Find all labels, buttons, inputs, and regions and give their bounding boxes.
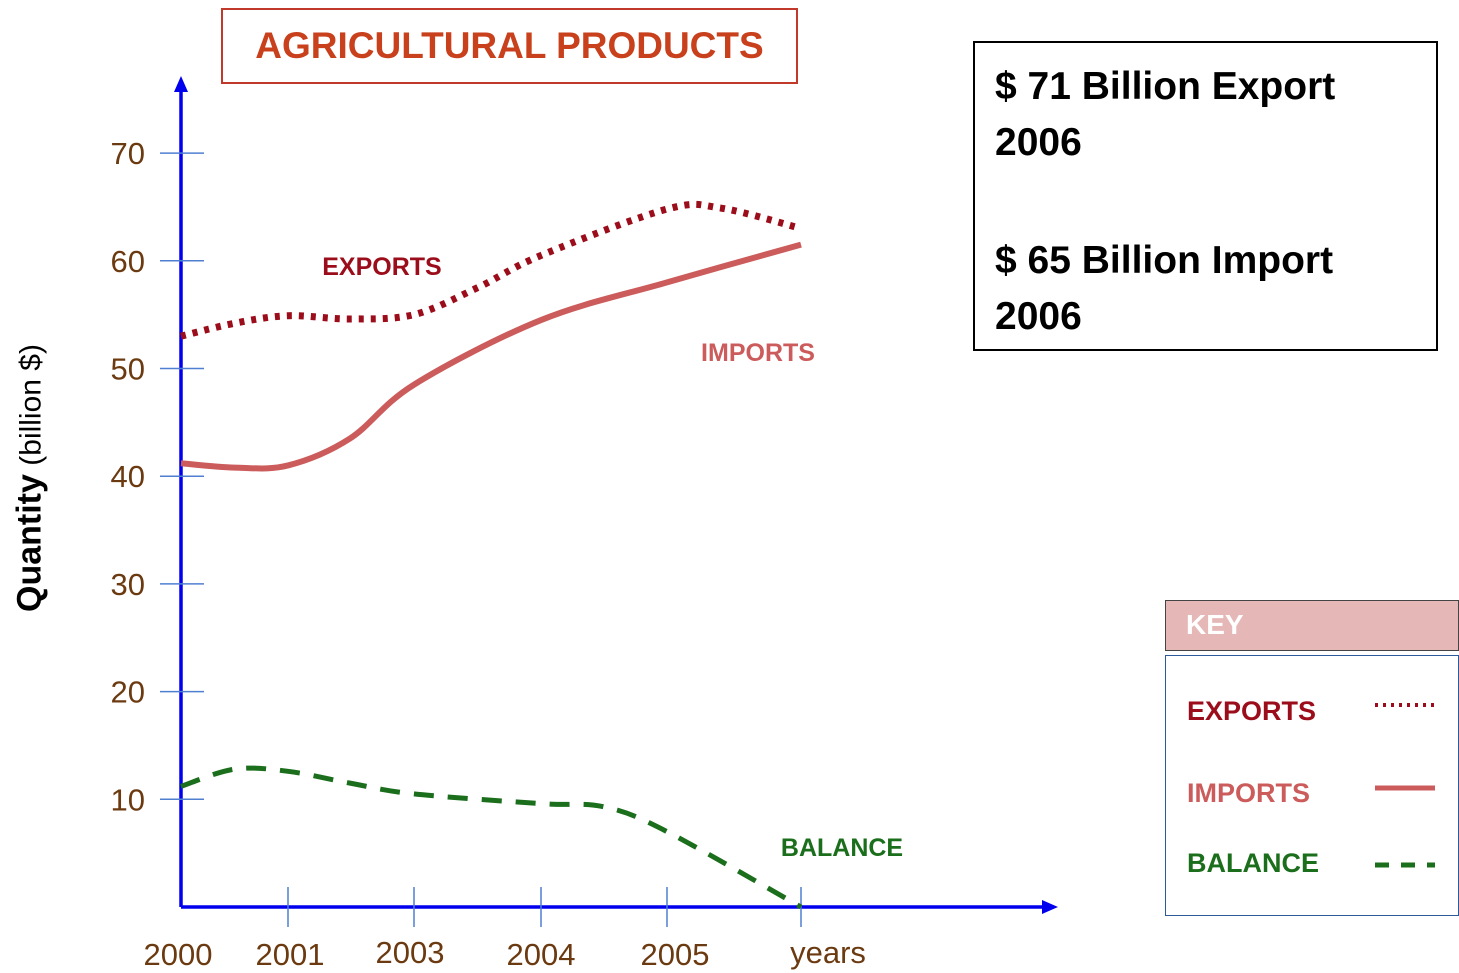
- series: [180, 200, 803, 910]
- y-tick-label: 30: [111, 567, 145, 602]
- y-tick-label: 50: [111, 352, 145, 387]
- series-line-imports: [180, 241, 802, 472]
- info-import: $ 65 Billion Import: [995, 239, 1334, 282]
- y-axis-label-unit: (billion $): [14, 344, 48, 466]
- y-tick-label: 20: [111, 675, 145, 710]
- info-box: $ 71 Billion Export 2006 $ 65 Billion Im…: [973, 41, 1438, 351]
- x-tick-label: 2004: [507, 937, 576, 972]
- legend-header: KEY: [1165, 600, 1459, 651]
- legend-item-exports: EXPORTS: [1187, 696, 1317, 726]
- ticks: [160, 152, 802, 927]
- x-tick-label: 2003: [376, 935, 445, 970]
- y-tick-label: 10: [111, 782, 145, 817]
- x-tick-label: 2005: [641, 937, 710, 972]
- legend-item-imports: IMPORTS: [1187, 778, 1311, 808]
- axes: [174, 76, 1058, 914]
- chart-title-text: AGRICULTURAL PRODUCTS: [255, 25, 764, 66]
- legend-swatches: [1375, 703, 1435, 868]
- y-tick-label: 40: [111, 459, 145, 494]
- y-tick-label: 70: [111, 136, 145, 171]
- legend: EXPORTS IMPORTS BALANCE: [1165, 655, 1459, 916]
- series-line-exports: [180, 200, 802, 340]
- info-import-year: 2006: [995, 295, 1082, 338]
- tick-labels: 10 20 30 40 50 60 70 2000 2001 2003 2004 2005 years E…: [111, 136, 904, 972]
- legend-title: KEY: [1186, 609, 1244, 640]
- x-tick-label: 2001: [256, 937, 325, 972]
- info-export-year: 2006: [995, 121, 1082, 164]
- info-export: $ 71 Billion Export: [995, 65, 1336, 108]
- x-axis-arrow: [1042, 900, 1058, 914]
- info-gap: [995, 171, 1416, 233]
- legend-item-balance: BALANCE: [1187, 848, 1319, 878]
- x-axis-label: years: [790, 935, 866, 970]
- y-axis-arrow: [174, 76, 188, 92]
- y-tick-label: 60: [111, 244, 145, 279]
- series-line-balance: [180, 765, 803, 910]
- y-axis-label-bold: Quantity: [10, 474, 49, 612]
- series-label-imports: IMPORTS: [701, 339, 815, 367]
- x-tick-label: 2000: [144, 937, 213, 972]
- y-axis-label: Quantity (billion $): [11, 344, 50, 612]
- series-label-balance: BALANCE: [781, 834, 903, 862]
- chart-title: AGRICULTURAL PRODUCTS: [221, 8, 798, 84]
- series-label-exports: EXPORTS: [322, 253, 441, 281]
